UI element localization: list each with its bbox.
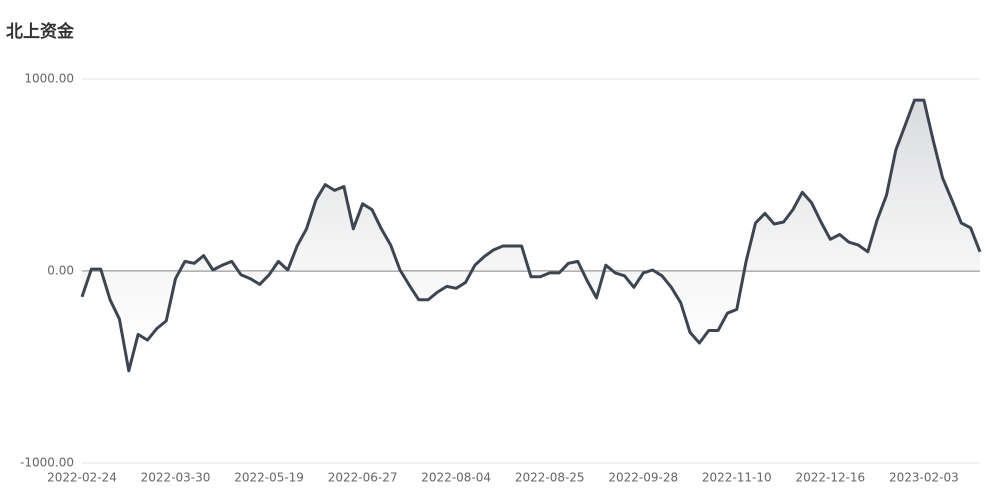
- x-tick-label: 2023-02-03: [889, 471, 959, 485]
- x-tick-label: 2022-11-10: [702, 471, 772, 485]
- y-tick-label: -1000.00: [20, 456, 74, 470]
- x-tick-label: 2022-05-19: [234, 471, 304, 485]
- x-tick-label: 2022-02-24: [47, 471, 117, 485]
- chart-title: 北上资金: [6, 21, 75, 42]
- line: [80, 98, 982, 373]
- x-tick-label: 2022-08-04: [421, 471, 491, 485]
- area: [82, 100, 980, 371]
- x-tick-label: 2022-03-30: [141, 471, 211, 485]
- x-tick-label: 2022-06-27: [328, 471, 398, 485]
- x-tick-label: 2022-12-16: [795, 471, 865, 485]
- y-tick-label: 1000.00: [24, 72, 74, 86]
- y-tick-label: 0.00: [47, 264, 74, 278]
- x-tick-label: 2022-09-28: [608, 471, 678, 485]
- x-tick-label: 2022-08-25: [515, 471, 585, 485]
